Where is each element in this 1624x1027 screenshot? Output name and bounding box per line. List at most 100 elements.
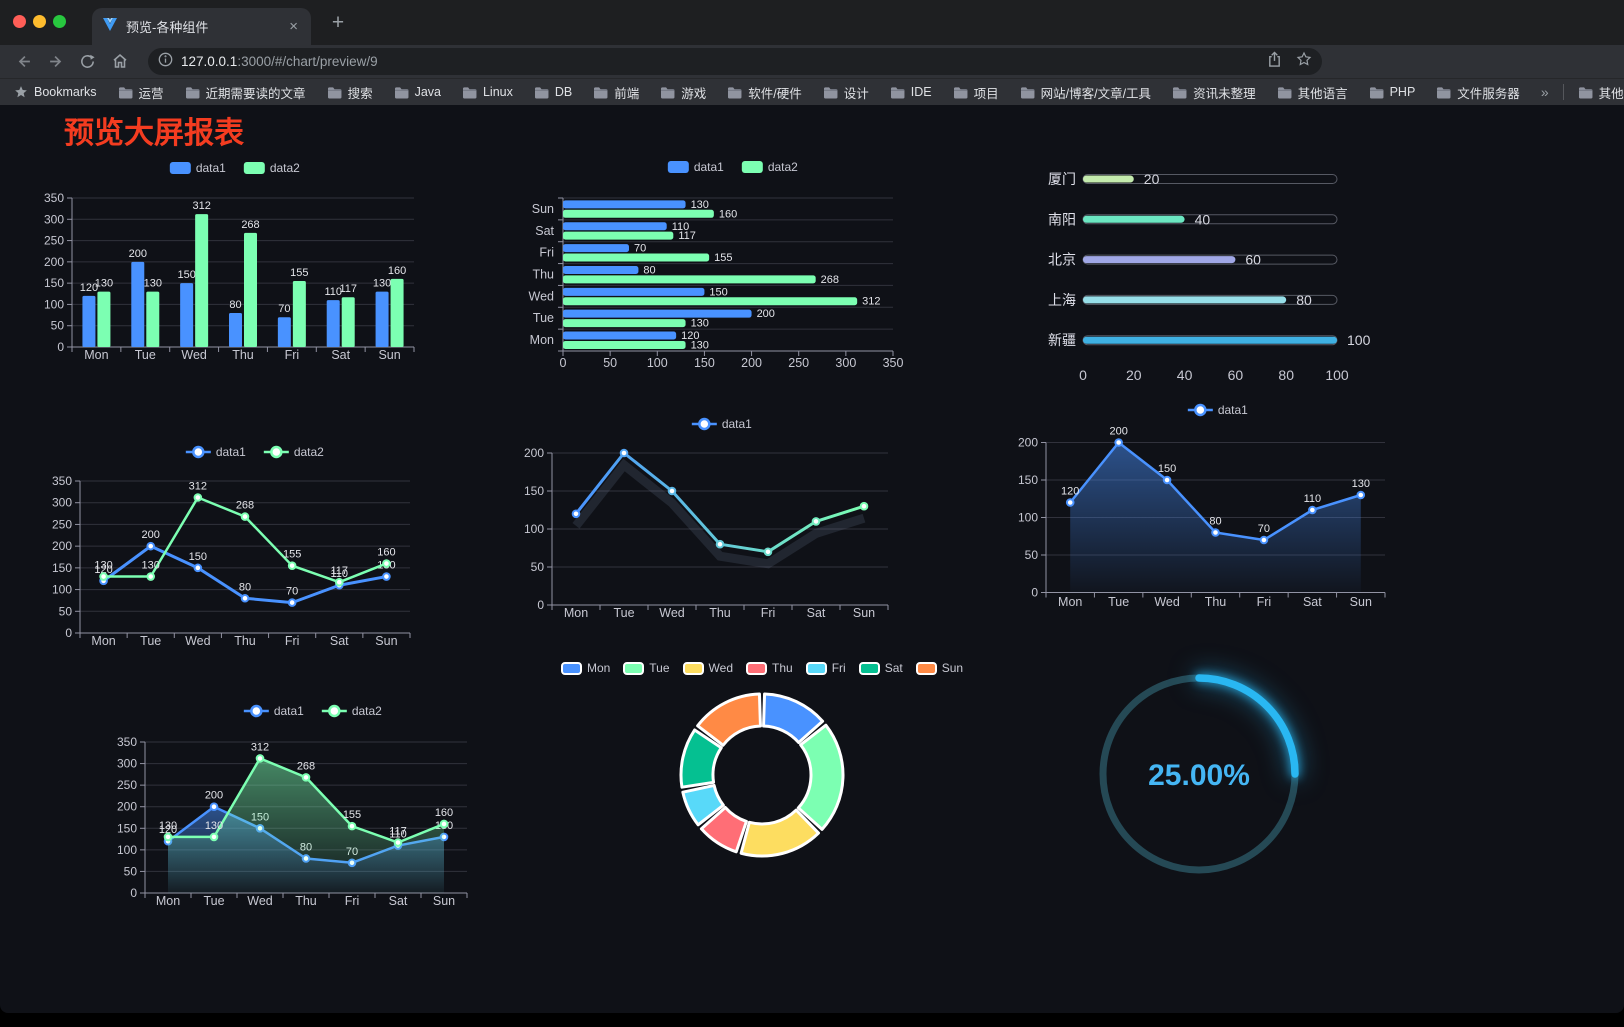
- bookmark-star-icon[interactable]: [1296, 51, 1312, 72]
- svg-text:Wed: Wed: [1154, 595, 1180, 609]
- svg-text:50: 50: [59, 604, 73, 618]
- donut-legend-item-Wed[interactable]: Wed: [682, 661, 733, 675]
- zoom-window-button[interactable]: [53, 15, 66, 28]
- svg-text:100: 100: [647, 356, 668, 370]
- bookmark-folder[interactable]: 前端: [593, 83, 639, 102]
- svg-text:Fri: Fri: [761, 606, 776, 620]
- donut-slice-Wed[interactable]: [739, 808, 821, 858]
- home-button[interactable]: [108, 49, 132, 73]
- tab-strip: 预览-各种组件 × +: [0, 0, 1624, 45]
- legend-item-data1[interactable]: data1: [243, 704, 304, 718]
- legend-item-data1[interactable]: data1: [667, 160, 724, 174]
- svg-text:Mon: Mon: [564, 606, 588, 620]
- bookmark-folder[interactable]: Java: [394, 83, 441, 102]
- svg-text:20: 20: [1126, 367, 1142, 383]
- bookmark-folder[interactable]: IDE: [890, 83, 932, 102]
- legend-item-data1[interactable]: data1: [691, 417, 752, 431]
- bookmark-folder[interactable]: 搜索: [327, 83, 373, 102]
- other-bookmarks[interactable]: 其他书签: [1578, 83, 1624, 102]
- donut-slice-Tue[interactable]: [796, 723, 845, 831]
- legend-item-data2[interactable]: data2: [243, 161, 300, 175]
- donut-slice-Thu[interactable]: [699, 806, 748, 854]
- legend-swatch: [746, 661, 767, 675]
- donut-slice-Mon[interactable]: [762, 692, 825, 744]
- reload-button[interactable]: [75, 49, 99, 73]
- svg-text:Tue: Tue: [533, 311, 554, 325]
- bookmark-folder[interactable]: 项目: [953, 83, 999, 102]
- legend-item-data2[interactable]: data2: [741, 160, 798, 174]
- legend-label: Sun: [941, 661, 964, 675]
- donut-legend-item-Sat[interactable]: Sat: [858, 661, 903, 675]
- svg-text:50: 50: [51, 319, 65, 333]
- svg-text:110: 110: [1304, 493, 1322, 505]
- forward-button[interactable]: [44, 49, 68, 73]
- bookmark-folder-label: 软件/硬件: [748, 86, 802, 101]
- svg-text:80: 80: [1278, 367, 1294, 383]
- bookmark-folder-label: IDE: [910, 85, 932, 99]
- donut-legend-item-Mon[interactable]: Mon: [560, 661, 611, 675]
- svg-text:Sat: Sat: [330, 634, 349, 648]
- svg-text:250: 250: [117, 778, 137, 792]
- donut-legend-item-Fri[interactable]: Fri: [805, 661, 846, 675]
- svg-text:110: 110: [331, 568, 349, 580]
- svg-text:100: 100: [524, 522, 544, 536]
- bookmark-folder[interactable]: 软件/硬件: [727, 83, 802, 102]
- donut-legend-item-Thu[interactable]: Thu: [746, 661, 793, 675]
- svg-text:110: 110: [672, 221, 690, 233]
- bookmark-folder-label: 搜索: [347, 86, 373, 101]
- bookmark-folder[interactable]: DB: [534, 83, 572, 102]
- bookmark-folder[interactable]: 近期需要读的文章: [185, 83, 306, 102]
- donut-legend-item-Sun[interactable]: Sun: [915, 661, 964, 675]
- svg-text:data2: data2: [294, 445, 324, 459]
- bookmark-folder[interactable]: PHP: [1369, 83, 1415, 102]
- legend-label: Mon: [586, 661, 611, 675]
- svg-text:300: 300: [835, 356, 856, 370]
- browser-tab[interactable]: 预览-各种组件 ×: [92, 8, 311, 45]
- back-button[interactable]: [11, 49, 35, 73]
- legend-item-data1[interactable]: data1: [169, 161, 226, 175]
- svg-text:Sat: Sat: [389, 894, 408, 908]
- svg-text:117: 117: [339, 283, 357, 295]
- address-bar[interactable]: 127.0.0.1:3000/#/chart/preview/9: [148, 48, 1322, 75]
- donut-slice-Sun[interactable]: [696, 692, 762, 747]
- svg-text:新疆: 新疆: [1048, 332, 1076, 348]
- svg-text:130: 130: [144, 278, 162, 290]
- donut-legend-item-Tue[interactable]: Tue: [623, 661, 670, 675]
- new-tab-button[interactable]: +: [331, 11, 345, 34]
- svg-text:120: 120: [159, 824, 177, 836]
- legend-item-data2[interactable]: data2: [321, 704, 382, 718]
- bookmark-folder[interactable]: 文件服务器: [1436, 83, 1520, 102]
- bookmarks-overflow-chevron[interactable]: »: [1540, 84, 1549, 100]
- bookmark-folder-label: 文件服务器: [1457, 86, 1520, 101]
- legend-item-data2[interactable]: data2: [263, 445, 324, 459]
- svg-text:130: 130: [159, 820, 177, 832]
- bookmark-folder[interactable]: 运营: [118, 83, 164, 102]
- bookmarks-root[interactable]: Bookmarks: [14, 85, 97, 99]
- bookmark-folder[interactable]: 资讯未整理: [1172, 83, 1256, 102]
- bookmark-folder[interactable]: 网站/博客/文章/工具: [1020, 83, 1151, 102]
- svg-text:60: 60: [1245, 252, 1261, 268]
- donut-slice-Sat[interactable]: [679, 728, 723, 789]
- svg-text:312: 312: [251, 741, 269, 753]
- share-icon[interactable]: [1267, 50, 1282, 73]
- bookmark-folder-label: Java: [414, 85, 441, 99]
- close-window-button[interactable]: [13, 15, 26, 28]
- svg-text:268: 268: [821, 274, 839, 286]
- bookmark-folder[interactable]: Linux: [462, 83, 513, 102]
- legend-item-data1[interactable]: data1: [1187, 403, 1248, 417]
- tab-close-icon[interactable]: ×: [289, 18, 298, 35]
- bookmark-folder[interactable]: 其他语言: [1277, 83, 1348, 102]
- bookmark-folder[interactable]: 游戏: [660, 83, 706, 102]
- svg-text:60: 60: [1228, 367, 1244, 383]
- svg-text:350: 350: [117, 735, 137, 749]
- svg-text:data2: data2: [270, 161, 300, 175]
- donut-slice-Fri[interactable]: [681, 783, 725, 827]
- svg-text:130: 130: [691, 199, 709, 211]
- legend-item-data1[interactable]: data1: [185, 445, 246, 459]
- svg-text:130: 130: [205, 820, 223, 832]
- bookmark-folder[interactable]: 设计: [823, 83, 869, 102]
- minimize-window-button[interactable]: [33, 15, 46, 28]
- svg-text:268: 268: [236, 500, 254, 512]
- site-info-icon[interactable]: [158, 52, 173, 72]
